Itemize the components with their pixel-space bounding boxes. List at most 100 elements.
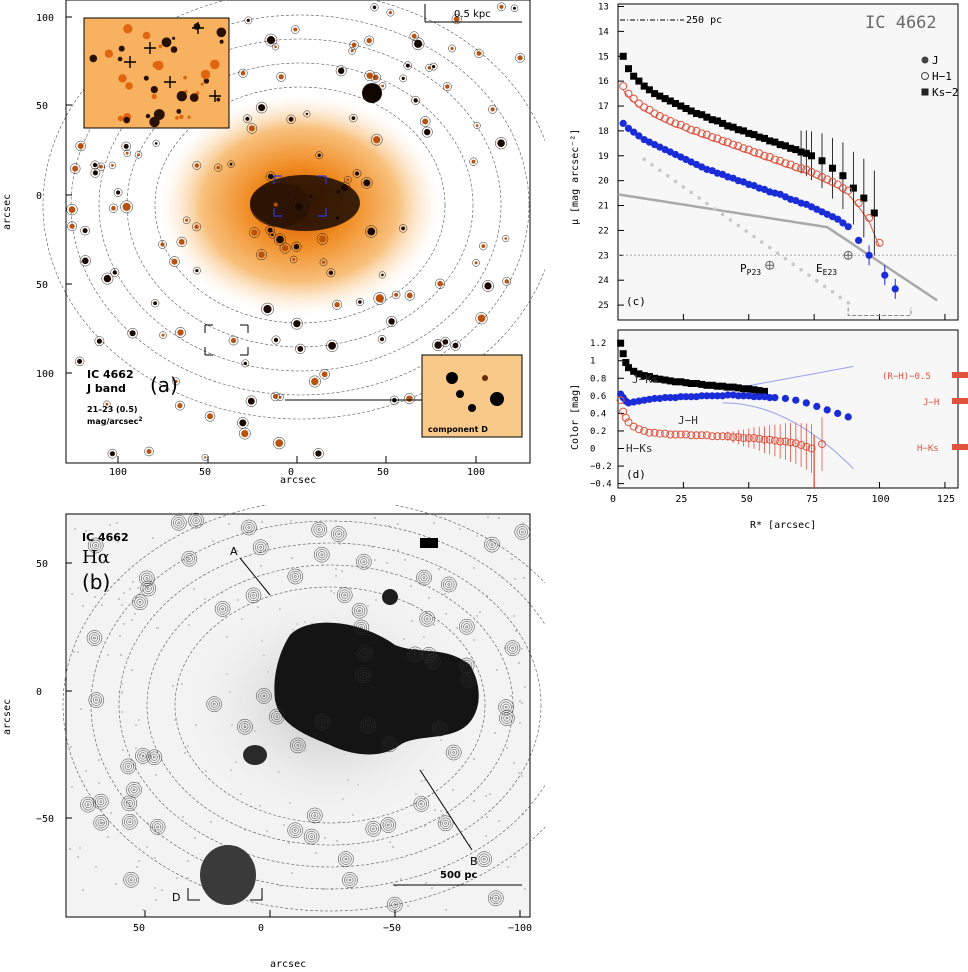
j-ks-point — [625, 364, 632, 372]
label-h-ks: H−Ks — [626, 442, 653, 455]
h-ks-point — [676, 430, 685, 439]
envelope-lower — [722, 402, 854, 470]
j-point — [624, 124, 633, 132]
h-ks-point — [655, 429, 664, 438]
j-ks-point — [640, 372, 648, 380]
h-ks-point — [621, 413, 630, 422]
j-point — [844, 223, 852, 231]
h-ks-point — [702, 431, 711, 440]
h-point — [844, 186, 853, 195]
bulge-model-point — [752, 234, 756, 239]
h-ks-point — [661, 429, 670, 438]
marker-a: A — [230, 545, 238, 558]
side-label-j-h: J−H — [923, 398, 939, 408]
h-point — [797, 164, 806, 173]
h-ks-point — [624, 418, 633, 427]
bulge-model-point — [830, 290, 835, 294]
h-ks-point — [739, 434, 748, 442]
h-point — [744, 145, 753, 154]
h-point — [676, 120, 685, 129]
h-point — [812, 170, 821, 179]
h-ks-point — [818, 440, 826, 449]
h-ks-point — [770, 436, 779, 445]
j-ks-point — [630, 367, 638, 375]
h-ks-point — [671, 430, 680, 439]
h-point — [619, 82, 628, 91]
j-ks-point — [617, 339, 625, 347]
bulge-model-point — [697, 196, 701, 200]
h-point — [865, 214, 874, 222]
bulge-model-point — [822, 284, 827, 289]
y-tick-label-a: 50 — [36, 280, 48, 291]
h-point — [655, 112, 664, 120]
j-point — [619, 119, 627, 127]
h-point — [718, 136, 727, 145]
y-tick-label-c: 24 — [598, 276, 609, 286]
j-h-point — [781, 394, 789, 403]
y-tick-label-c: 19 — [598, 152, 609, 162]
bulge-model-point — [760, 240, 764, 244]
h-point — [650, 109, 659, 118]
j-h-point — [734, 392, 742, 400]
contour-levels: 21–23 (0.5) — [87, 405, 138, 414]
j-h-point — [766, 394, 774, 402]
x-tick-label-d: 100 — [872, 494, 890, 505]
h-ks-point — [750, 434, 758, 442]
galaxy-name-b: IC 4662 — [82, 531, 129, 544]
ks-point — [708, 116, 716, 124]
j-ks-point — [677, 378, 685, 386]
h-ks-point — [802, 442, 811, 451]
h-point — [791, 163, 800, 171]
ks-point — [808, 152, 815, 160]
contour-units: mag/arcsec2 — [87, 416, 143, 426]
j-ks-point — [693, 380, 700, 387]
y-tick-label-c: 17 — [598, 102, 609, 112]
ks-point — [818, 157, 826, 165]
bulge-model-point — [846, 301, 850, 305]
h-point — [624, 89, 633, 98]
x-tick-label-a: 50 — [199, 467, 211, 478]
y-tick-label-d: 1.2 — [590, 339, 606, 349]
ks-point — [849, 184, 857, 192]
y-tick-label-c: 23 — [598, 251, 609, 261]
bulge-model-point — [767, 245, 772, 250]
bulge-model-point — [705, 201, 709, 206]
j-point — [839, 219, 847, 227]
h-ks-point — [744, 434, 753, 442]
j-ks-point — [708, 381, 716, 389]
ks-point — [761, 134, 768, 142]
y-tick-label-b: 0 — [36, 687, 42, 698]
bulge-model-point — [658, 168, 662, 173]
h-point — [854, 199, 863, 208]
ks-point — [771, 138, 779, 146]
h-ks-point — [708, 432, 717, 441]
galaxy-name-a: IC 4662 — [87, 368, 134, 381]
y-tick-label-d: 0.6 — [590, 392, 606, 402]
ks-point — [651, 90, 659, 98]
j-ks-point — [713, 382, 721, 390]
y-tick-label-a: 100 — [36, 369, 54, 380]
j-h-point — [844, 413, 852, 421]
h-point — [807, 168, 816, 176]
legend-h: H−1 — [932, 70, 952, 83]
h-point — [755, 149, 764, 158]
h-ks-point — [713, 432, 722, 441]
bulge-model-point — [815, 279, 819, 283]
ks-point — [687, 107, 695, 115]
j-h-point — [703, 392, 711, 400]
bulge-model-point — [744, 229, 748, 233]
ks-point — [640, 82, 648, 90]
label-j-ks: J−Ks — [632, 373, 659, 386]
label-j-h: J−H — [678, 414, 698, 427]
bulge-model-point — [681, 185, 686, 189]
x-tick-label-b: 50 — [133, 923, 145, 934]
h-ks-point — [797, 441, 806, 449]
marker-b: B — [470, 855, 478, 868]
y-tick-label-d: 1 — [590, 357, 595, 367]
h-ks-point — [781, 437, 790, 446]
ks-point — [693, 110, 700, 117]
x-tick-label-b: −100 — [508, 923, 532, 934]
h-ks-point — [666, 430, 675, 439]
bulge-model-point — [650, 163, 654, 167]
h-point — [661, 114, 670, 123]
